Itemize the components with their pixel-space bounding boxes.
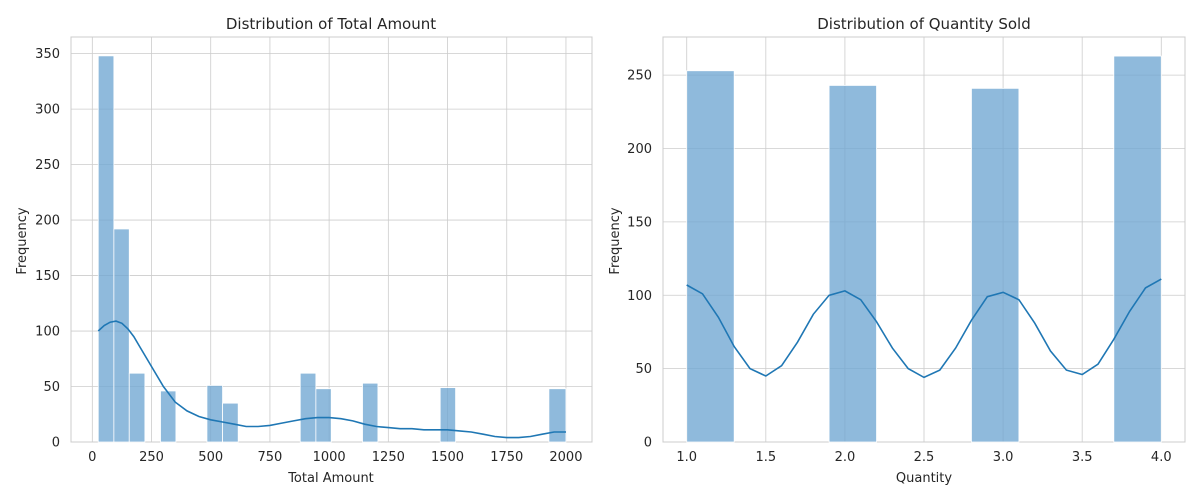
grid: [662, 36, 1186, 443]
chart-title: Distribution of Total Amount: [226, 15, 436, 33]
y-tick-label: 0: [52, 436, 60, 451]
y-tick-label: 100: [627, 289, 652, 304]
x-tick-label: 2.0: [835, 450, 856, 465]
x-tick-label: 500: [198, 450, 223, 465]
histogram-bar: [299, 372, 317, 443]
x-tick-label: 0: [88, 450, 96, 465]
histogram-bar: [97, 55, 115, 443]
histogram-bar: [128, 372, 146, 443]
histogram-bars: [686, 55, 1162, 443]
histogram-bar: [362, 382, 379, 443]
y-axis-label: Frequency: [608, 207, 623, 274]
y-tick-label: 250: [627, 69, 652, 84]
kde-curve: [686, 278, 1162, 379]
x-axis-label: Quantity: [896, 471, 952, 486]
histogram-bar: [439, 387, 456, 443]
plot-frame: [70, 36, 593, 443]
histogram-bar: [1113, 55, 1162, 443]
x-tick-label: 1000: [313, 450, 346, 465]
plot-frame: [662, 36, 1186, 443]
tick-labels: 0 250 500 750 1000 1250 1500 1750 2000 0 50 100 150 2…: [35, 47, 582, 465]
y-tick-label: 0: [644, 436, 652, 451]
y-tick-label: 150: [35, 269, 60, 284]
histogram-bar: [686, 70, 735, 443]
x-tick-label: 1.0: [676, 450, 697, 465]
x-axis-label: Total Amount: [287, 471, 374, 486]
x-tick-label: 2.5: [914, 450, 935, 465]
histogram-bar: [971, 87, 1020, 443]
x-tick-label: 1500: [431, 450, 464, 465]
kde-layer: [97, 320, 566, 439]
y-tick-label: 50: [635, 362, 652, 377]
x-tick-label: 250: [139, 450, 164, 465]
y-tick-label: 200: [35, 214, 60, 229]
x-tick-label: 1250: [372, 450, 405, 465]
histogram-bar: [548, 388, 567, 443]
x-tick-label: 750: [258, 450, 283, 465]
x-tick-label: 3.5: [1072, 450, 1093, 465]
histogram-bar: [315, 388, 332, 443]
kde-curve: [97, 320, 566, 439]
histogram-bar: [206, 385, 223, 443]
y-tick-label: 150: [627, 215, 652, 230]
y-tick-label: 50: [43, 380, 60, 395]
y-tick-label: 200: [627, 142, 652, 157]
x-tick-label: 3.0: [993, 450, 1014, 465]
y-tick-label: 250: [35, 158, 60, 173]
y-tick-label: 100: [35, 325, 60, 340]
y-tick-label: 300: [35, 103, 60, 118]
histogram-bars: [97, 55, 567, 443]
chart-total-amount: Distribution of Total Amount 0 250 500 750 1…: [15, 15, 593, 486]
kde-layer: [686, 278, 1162, 379]
histogram-bar: [113, 228, 130, 443]
x-tick-label: 1.5: [755, 450, 776, 465]
y-tick-label: 350: [35, 47, 60, 62]
chart-title: Distribution of Quantity Sold: [817, 15, 1030, 33]
histogram-bar: [160, 390, 177, 443]
grid: [70, 36, 593, 443]
x-tick-label: 2000: [549, 450, 582, 465]
histogram-bar: [828, 85, 877, 443]
x-tick-label: 1750: [490, 450, 523, 465]
y-axis-label: Frequency: [15, 207, 30, 274]
chart-quantity-sold: Distribution of Quantity Sold 1.0 1.5 2.0 2…: [608, 15, 1186, 486]
tick-labels: 1.0 1.5 2.0 2.5 3.0 3.5 4.0 0 50 100 150 200 250: [627, 69, 1171, 465]
x-tick-label: 4.0: [1151, 450, 1172, 465]
